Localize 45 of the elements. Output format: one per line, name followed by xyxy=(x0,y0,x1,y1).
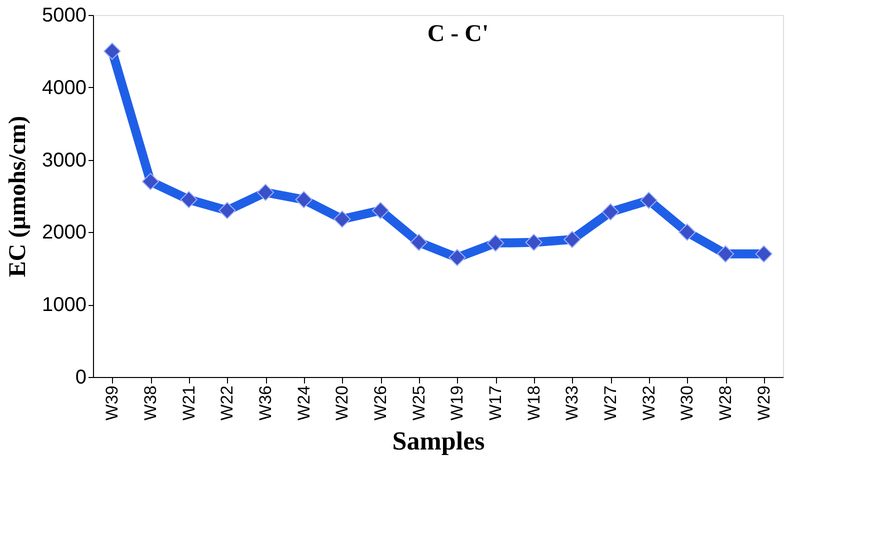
x-tick-label: W39 xyxy=(102,386,122,420)
point xyxy=(640,192,658,209)
x-tick-label: W17 xyxy=(486,386,505,420)
point xyxy=(602,203,620,220)
x-tick-label: W24 xyxy=(294,386,314,420)
x-tick-label: W26 xyxy=(371,386,390,420)
x-tick-label: W25 xyxy=(409,386,428,420)
x-tick-label: W30 xyxy=(678,386,697,420)
x-tick-label: W36 xyxy=(256,386,275,420)
y-tick-label: 4000 xyxy=(42,76,86,99)
point xyxy=(142,172,160,190)
point xyxy=(180,191,198,208)
x-tick-label: W19 xyxy=(448,386,467,420)
point xyxy=(448,248,466,266)
point xyxy=(755,245,772,262)
x-tick-label: W21 xyxy=(179,386,198,420)
x-tick-label: W20 xyxy=(332,386,352,420)
x-tick-label: W33 xyxy=(562,386,582,420)
point xyxy=(564,230,581,248)
point xyxy=(218,202,236,220)
y-axis-title: EC (µmohs/cm) xyxy=(5,116,32,278)
y-tick-label: 2000 xyxy=(42,222,86,244)
x-tick-label: W28 xyxy=(716,386,735,420)
y-tick-label: 1000 xyxy=(42,294,86,316)
point xyxy=(295,191,312,208)
y-tick-label: 0 xyxy=(75,366,86,388)
point xyxy=(104,42,121,60)
point xyxy=(716,245,734,262)
point xyxy=(372,202,390,220)
x-tick-label: W27 xyxy=(601,386,620,420)
point xyxy=(678,224,696,241)
point xyxy=(334,210,351,228)
point xyxy=(525,234,542,251)
point xyxy=(486,234,504,252)
x-tick-label: W22 xyxy=(218,386,237,420)
x-tick-label: W38 xyxy=(141,386,160,420)
y-tick-label: 5000 xyxy=(42,4,86,26)
y-tick-label: 3000 xyxy=(42,149,86,172)
chart-title: C - C' xyxy=(427,21,489,47)
point xyxy=(410,234,428,251)
point xyxy=(256,184,274,201)
x-axis-title: Samples xyxy=(392,426,485,456)
x-tick-label: W32 xyxy=(639,386,658,420)
x-tick-label: W29 xyxy=(754,386,774,420)
x-tick-label: W18 xyxy=(524,386,544,420)
